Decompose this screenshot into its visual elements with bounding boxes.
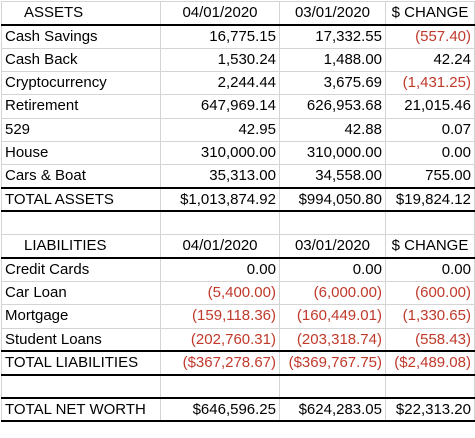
liabilities-header-row: LIABILITIES 04/01/2020 03/01/2020 $ CHAN… [1,234,475,260]
asset-change[interactable]: (1,431.25) [385,70,475,96]
empty-cell[interactable] [279,374,386,400]
total-assets-row: TOTAL ASSETS $1,013,874.92 $994,050.80 $… [1,187,475,213]
asset-mar[interactable]: 3,675.69 [279,70,386,96]
asset-change[interactable]: 755.00 [385,164,475,190]
table-row: Car Loan (5,400.00) (6,000.00) (600.00) [1,280,475,306]
empty-row [1,210,475,236]
liability-change[interactable]: 0.00 [385,257,475,282]
assets-col-mar[interactable]: 03/01/2020 [279,0,386,26]
liability-mar[interactable]: (160,449.01) [279,304,386,329]
empty-row [1,374,475,400]
asset-apr[interactable]: 2,244.44 [160,70,280,96]
empty-cell[interactable] [160,374,280,400]
liabilities-col-apr[interactable]: 04/01/2020 [160,234,280,260]
table-row: Cash Back 1,530.24 1,488.00 42.24 [1,47,475,72]
asset-apr[interactable]: 1,530.24 [160,47,280,72]
asset-apr[interactable]: 310,000.00 [160,140,280,166]
assets-header-row: ASSETS 04/01/2020 03/01/2020 $ CHANGE [1,0,475,26]
empty-cell[interactable] [279,210,386,236]
liability-change[interactable]: (600.00) [385,280,475,306]
assets-col-change[interactable]: $ CHANGE [385,0,475,26]
asset-change[interactable]: 0.07 [385,117,475,142]
empty-cell[interactable] [385,374,475,400]
asset-apr[interactable]: 16,775.15 [160,24,280,49]
assets-col-apr[interactable]: 04/01/2020 [160,0,280,26]
total-assets-change[interactable]: $19,824.12 [385,187,475,213]
liability-label[interactable]: Student Loans [1,327,161,353]
empty-cell[interactable] [160,210,280,236]
liability-mar[interactable]: 0.00 [279,257,386,282]
liabilities-col-change[interactable]: $ CHANGE [385,234,475,260]
liability-change[interactable]: (1,330.65) [385,304,475,329]
asset-apr[interactable]: 647,969.14 [160,94,280,119]
total-liabilities-change[interactable]: ($2,489.08) [385,350,475,376]
net-worth-change[interactable]: $22,313.20 [385,397,475,423]
table-row: Cars & Boat 35,313.00 34,558.00 755.00 [1,164,475,190]
liability-apr[interactable]: (159,118.36) [160,304,280,329]
empty-cell[interactable] [385,210,475,236]
asset-label[interactable]: House [1,140,161,166]
net-worth-apr[interactable]: $646,596.25 [160,397,280,423]
asset-change[interactable]: 21,015.46 [385,94,475,119]
asset-label[interactable]: Cash Back [1,47,161,72]
net-worth-label[interactable]: TOTAL NET WORTH [1,397,161,423]
net-worth-mar[interactable]: $624,283.05 [279,397,386,423]
asset-label[interactable]: Cars & Boat [1,164,161,190]
liability-apr[interactable]: 0.00 [160,257,280,282]
asset-label[interactable]: Retirement [1,94,161,119]
asset-label[interactable]: Cash Savings [1,24,161,49]
total-assets-label[interactable]: TOTAL ASSETS [1,187,161,213]
total-net-worth-row: TOTAL NET WORTH $646,596.25 $624,283.05 … [1,397,475,423]
asset-label[interactable]: 529 [1,117,161,142]
table-row: Mortgage (159,118.36) (160,449.01) (1,33… [1,304,475,329]
asset-mar[interactable]: 1,488.00 [279,47,386,72]
total-liabilities-mar[interactable]: ($369,767.75) [279,350,386,376]
assets-heading[interactable]: ASSETS [1,0,161,26]
asset-change[interactable]: 0.00 [385,140,475,166]
liability-mar[interactable]: (6,000.00) [279,280,386,306]
table-row: 529 42.95 42.88 0.07 [1,117,475,142]
liability-mar[interactable]: (203,318.74) [279,327,386,353]
liability-label[interactable]: Mortgage [1,304,161,329]
table-row: Student Loans (202,760.31) (203,318.74) … [1,327,475,353]
empty-cell[interactable] [1,374,161,400]
liabilities-heading[interactable]: LIABILITIES [1,234,161,260]
liability-label[interactable]: Credit Cards [1,257,161,282]
asset-change[interactable]: (557.40) [385,24,475,49]
table-row: Credit Cards 0.00 0.00 0.00 [1,257,475,282]
asset-mar[interactable]: 626,953.68 [279,94,386,119]
table-row: Retirement 647,969.14 626,953.68 21,015.… [1,94,475,119]
asset-apr[interactable]: 35,313.00 [160,164,280,190]
asset-label[interactable]: Cryptocurrency [1,70,161,96]
liability-change[interactable]: (558.43) [385,327,475,353]
total-liabilities-label[interactable]: TOTAL LIABILITIES [1,350,161,376]
liabilities-col-mar[interactable]: 03/01/2020 [279,234,386,260]
liability-apr[interactable]: (5,400.00) [160,280,280,306]
table-row: House 310,000.00 310,000.00 0.00 [1,140,475,166]
empty-cell[interactable] [1,210,161,236]
asset-mar[interactable]: 310,000.00 [279,140,386,166]
net-worth-table: ASSETS 04/01/2020 03/01/2020 $ CHANGE Ca… [1,0,475,423]
table-row: Cash Savings 16,775.15 17,332.55 (557.40… [1,24,475,49]
liability-label[interactable]: Car Loan [1,280,161,306]
total-assets-apr[interactable]: $1,013,874.92 [160,187,280,213]
asset-apr[interactable]: 42.95 [160,117,280,142]
asset-change[interactable]: 42.24 [385,47,475,72]
table-row: Cryptocurrency 2,244.44 3,675.69 (1,431.… [1,70,475,96]
total-assets-mar[interactable]: $994,050.80 [279,187,386,213]
asset-mar[interactable]: 42.88 [279,117,386,142]
total-liabilities-apr[interactable]: ($367,278.67) [160,350,280,376]
total-liabilities-row: TOTAL LIABILITIES ($367,278.67) ($369,76… [1,350,475,376]
asset-mar[interactable]: 34,558.00 [279,164,386,190]
asset-mar[interactable]: 17,332.55 [279,24,386,49]
liability-apr[interactable]: (202,760.31) [160,327,280,353]
